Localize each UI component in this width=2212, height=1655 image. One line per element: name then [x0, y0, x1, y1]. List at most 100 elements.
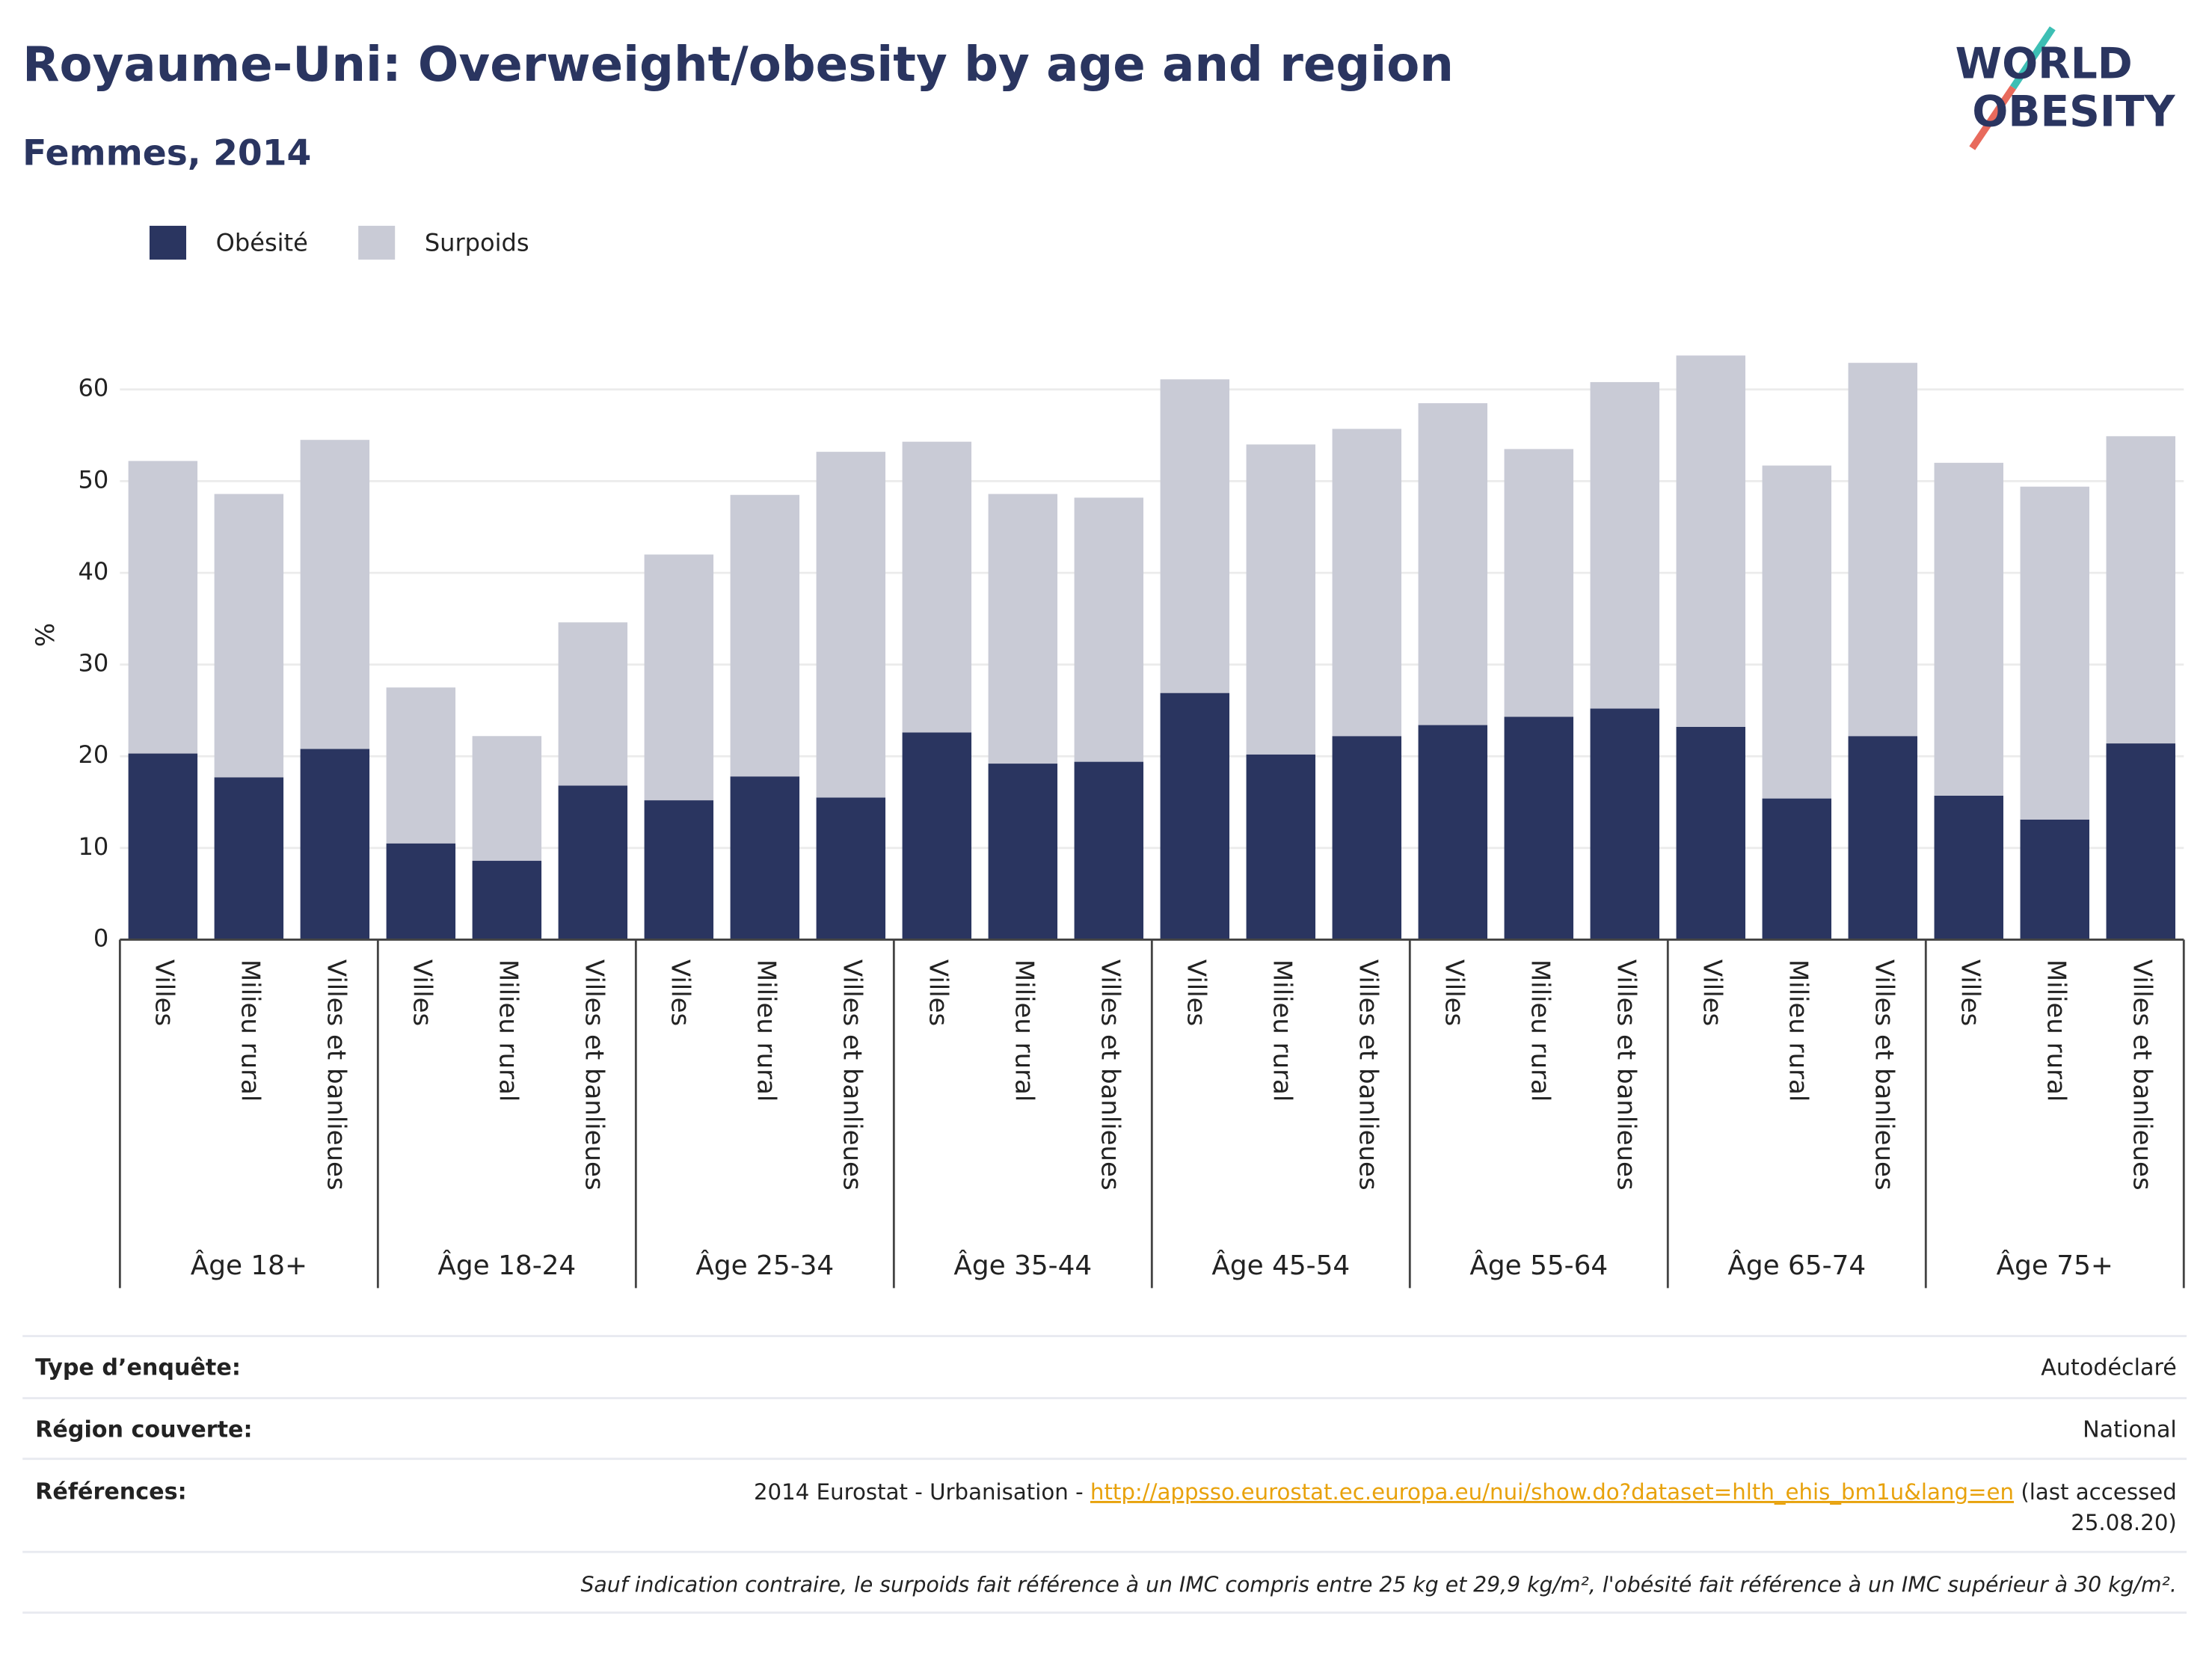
x-tick-label: Villes: [665, 959, 695, 1026]
footer-value: Autodéclaré: [2041, 1354, 2177, 1381]
bar-segment: [214, 777, 284, 940]
group-label: Âge 18-24: [437, 1250, 576, 1281]
bar-segment: [1160, 693, 1230, 940]
bar-segment: [1848, 363, 1918, 737]
bar-segment: [1762, 798, 1832, 940]
bar-segment: [730, 776, 800, 940]
bar-segment: [386, 687, 456, 844]
bar-segment: [1762, 465, 1832, 799]
bar-segment: [1590, 708, 1660, 940]
bar-segment: [558, 785, 628, 940]
x-tick-label: Villes et banlieues: [1095, 959, 1125, 1191]
bar-segment: [1848, 736, 1918, 940]
x-tick-label: Villes: [407, 959, 437, 1026]
x-tick-label: Villes et banlieues: [2127, 959, 2157, 1191]
footer-label: Références:: [35, 1479, 186, 1505]
x-tick-label: Villes et banlieues: [1869, 959, 1899, 1191]
x-tick-label: Milieu rural: [1525, 959, 1555, 1102]
y-tick-label: 30: [78, 649, 108, 678]
y-tick-label: 40: [78, 557, 108, 586]
bar-segment: [1676, 726, 1746, 940]
footer-value: National: [2083, 1416, 2177, 1443]
group-label: Âge 35-44: [953, 1250, 1092, 1281]
bar-segment: [214, 494, 284, 778]
y-tick-label: 20: [78, 740, 108, 769]
bar-segment: [1504, 449, 1574, 717]
y-tick-label: 50: [78, 465, 108, 494]
bar-segment: [988, 764, 1058, 940]
x-tick-label: Villes: [149, 959, 179, 1026]
bar-segment: [1160, 379, 1230, 693]
footer-reference: 2014 Eurostat - Urbanisation - http://ap…: [754, 1479, 2177, 1504]
bar-segment: [1504, 716, 1574, 940]
bar-segment: [558, 622, 628, 786]
logo-text: OBESITY: [1972, 87, 2175, 137]
footer-label: Type d’enquête:: [35, 1354, 241, 1381]
bar-segment: [1332, 429, 1402, 737]
footer-note: Sauf indication contraire, le surpoids f…: [580, 1572, 2176, 1597]
bar-segment: [816, 797, 886, 940]
group-label: Âge 75+: [1997, 1250, 2113, 1281]
y-tick-label: 10: [78, 832, 108, 861]
bar-segment: [644, 800, 714, 940]
legend-label: Surpoids: [425, 228, 529, 257]
group-label: Âge 65-74: [1727, 1250, 1866, 1281]
x-tick-label: Milieu rural: [1009, 959, 1039, 1102]
y-tick-label: 0: [93, 924, 108, 952]
logo-slash: [1969, 85, 2016, 150]
bar-segment: [1246, 754, 1316, 940]
group-label: Âge 18+: [191, 1250, 307, 1281]
group-label: Âge 55-64: [1469, 1250, 1608, 1281]
bar-segment: [1418, 725, 1488, 940]
logo-text: WORLD: [1956, 39, 2133, 88]
bar-segment: [1074, 497, 1144, 762]
x-tick-label: Villes: [1439, 959, 1469, 1026]
bar-segment: [1676, 355, 1746, 727]
bar-segment: [644, 554, 714, 801]
footer-label: Région couverte:: [35, 1416, 252, 1443]
y-tick-label: 60: [78, 374, 108, 402]
legend-swatch: [149, 225, 187, 260]
x-tick-label: Villes: [1955, 959, 1985, 1026]
x-tick-label: Villes et banlieues: [1611, 959, 1641, 1191]
bar-segment: [988, 494, 1058, 764]
group-label: Âge 25-34: [695, 1250, 834, 1281]
x-tick-label: Milieu rural: [493, 959, 523, 1102]
bar-segment: [386, 843, 456, 940]
bar-segment: [2020, 819, 2089, 940]
bar-segment: [902, 441, 972, 733]
chart-subtitle: Femmes, 2014: [22, 133, 311, 174]
reference-text: 2014 Eurostat - Urbanisation -: [754, 1479, 1090, 1504]
reference-text: (last accessed: [2021, 1479, 2176, 1504]
bar-segment: [2020, 486, 2089, 820]
bar-segment: [472, 736, 542, 862]
bar-segment: [128, 753, 198, 940]
bar-segment: [1934, 462, 2003, 796]
x-tick-label: Villes et banlieues: [1353, 959, 1383, 1191]
chart-title: Royaume-Uni: Overweight/obesity by age a…: [22, 37, 1454, 93]
x-tick-label: Villes et banlieues: [837, 959, 867, 1191]
bar-segment: [902, 732, 972, 940]
x-tick-label: Milieu rural: [751, 959, 781, 1102]
bar-segment: [128, 461, 198, 754]
reference-link[interactable]: http://appsso.eurostat.ec.europa.eu/nui/…: [1090, 1479, 2014, 1504]
bar-segment: [2106, 743, 2175, 940]
bar-segment: [1332, 736, 1402, 940]
x-tick-label: Milieu rural: [2041, 959, 2071, 1102]
x-tick-label: Villes et banlieues: [579, 959, 609, 1191]
x-tick-label: Milieu rural: [1783, 959, 1813, 1102]
x-tick-label: Villes: [923, 959, 953, 1026]
logo-slash: [2010, 26, 2056, 90]
x-tick-label: Villes et banlieues: [321, 959, 351, 1191]
x-tick-label: Milieu rural: [1267, 959, 1297, 1102]
bar-segment: [1934, 795, 2003, 940]
bar-segment: [1246, 444, 1316, 755]
x-tick-label: Villes: [1697, 959, 1727, 1026]
legend-swatch: [358, 225, 396, 260]
bar-segment: [1074, 761, 1144, 940]
bar-segment: [472, 861, 542, 940]
bar-segment: [300, 749, 370, 940]
bar-segment: [1590, 381, 1660, 709]
